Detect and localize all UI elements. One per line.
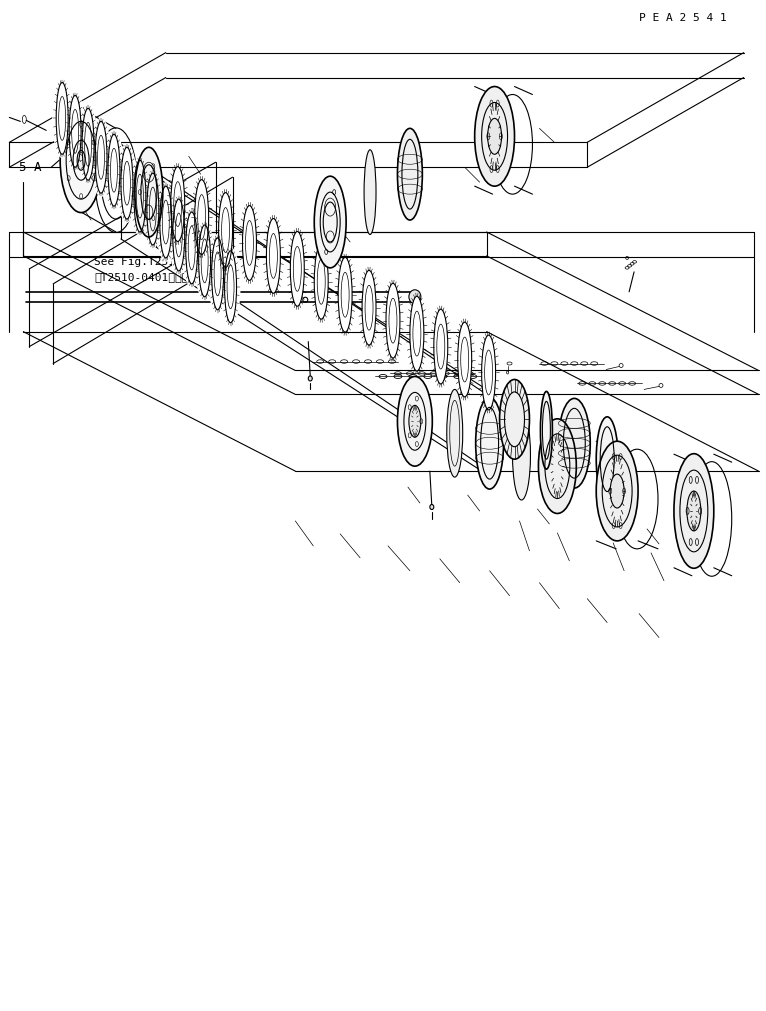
Text: 5 A: 5 A [19, 161, 42, 174]
Ellipse shape [596, 417, 618, 501]
Ellipse shape [482, 335, 496, 409]
Ellipse shape [398, 376, 432, 466]
Ellipse shape [143, 169, 163, 249]
Ellipse shape [409, 290, 421, 303]
Ellipse shape [338, 258, 352, 333]
Ellipse shape [65, 92, 85, 171]
Ellipse shape [611, 474, 624, 508]
Ellipse shape [410, 296, 424, 371]
Ellipse shape [475, 87, 515, 186]
Ellipse shape [541, 391, 552, 469]
Ellipse shape [499, 379, 529, 459]
Ellipse shape [512, 410, 531, 500]
Ellipse shape [267, 218, 280, 293]
Ellipse shape [135, 148, 163, 237]
Ellipse shape [308, 376, 313, 381]
Ellipse shape [218, 193, 233, 267]
Text: P E A 2 5 4 1: P E A 2 5 4 1 [639, 13, 727, 23]
Ellipse shape [182, 208, 201, 288]
Ellipse shape [314, 176, 346, 268]
Ellipse shape [208, 234, 228, 313]
Ellipse shape [674, 454, 714, 568]
Ellipse shape [398, 128, 422, 220]
Ellipse shape [538, 419, 576, 514]
Ellipse shape [314, 245, 328, 319]
Ellipse shape [430, 504, 434, 510]
Ellipse shape [243, 205, 257, 280]
Ellipse shape [77, 151, 85, 170]
Ellipse shape [364, 150, 376, 235]
Ellipse shape [488, 118, 502, 155]
Ellipse shape [195, 180, 208, 255]
Text: 第T2510-0401図参照: 第T2510-0401図参照 [94, 272, 188, 282]
Ellipse shape [169, 195, 188, 275]
Ellipse shape [458, 323, 472, 397]
Ellipse shape [130, 157, 150, 236]
Ellipse shape [52, 79, 72, 159]
Ellipse shape [91, 117, 111, 197]
Ellipse shape [596, 441, 638, 541]
Ellipse shape [290, 232, 304, 306]
Ellipse shape [476, 397, 503, 489]
Ellipse shape [104, 130, 124, 210]
Ellipse shape [386, 283, 400, 358]
Ellipse shape [221, 247, 241, 327]
Ellipse shape [447, 389, 463, 477]
Ellipse shape [362, 270, 376, 345]
Ellipse shape [171, 167, 185, 242]
Ellipse shape [117, 144, 137, 223]
Ellipse shape [409, 405, 421, 437]
Ellipse shape [687, 491, 701, 531]
Ellipse shape [61, 108, 102, 212]
Ellipse shape [434, 309, 448, 384]
Ellipse shape [78, 104, 98, 184]
Ellipse shape [558, 398, 591, 488]
Ellipse shape [155, 182, 175, 262]
Text: See Fig.T2510-0401: See Fig.T2510-0401 [94, 257, 215, 267]
Ellipse shape [195, 221, 214, 300]
